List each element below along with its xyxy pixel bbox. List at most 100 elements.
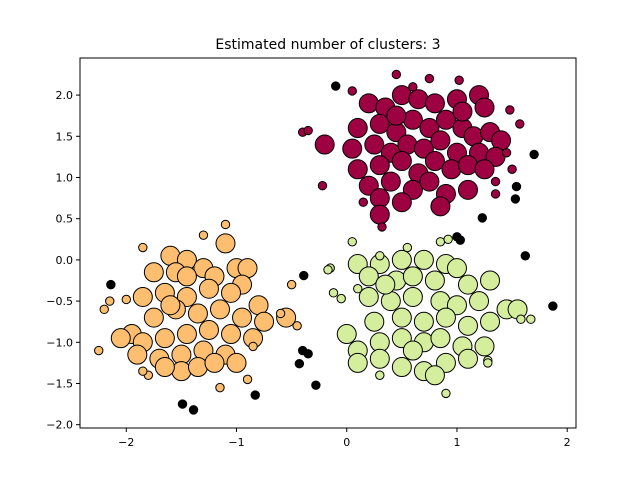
cluster-0-core-point: [430, 196, 451, 217]
cluster-0-core-point: [347, 118, 368, 139]
cluster-1-border-point: [105, 296, 115, 306]
cluster-2-core-point: [402, 266, 423, 287]
cluster-1-border-point: [198, 230, 209, 240]
cluster-2-border-point: [441, 388, 451, 399]
cluster-0-core-point: [386, 105, 407, 126]
cluster-0-border-point: [347, 86, 357, 96]
y-tick-label: −1.5: [46, 378, 73, 391]
cluster-1-core-point: [132, 286, 153, 307]
cluster-1-core-point: [154, 357, 175, 378]
cluster-1-border-point: [99, 304, 109, 315]
cluster-1-core-point: [254, 311, 275, 332]
y-tick-label: 1.0: [56, 171, 74, 184]
cluster-0-border-point: [408, 82, 418, 92]
cluster-0-border-point: [377, 222, 387, 232]
cluster-1-core-point: [110, 328, 131, 349]
cluster-2-core-point: [430, 328, 451, 349]
cluster-1-core-point: [204, 352, 225, 373]
cluster-0-border-point: [391, 69, 402, 80]
y-tick-label: 0.0: [56, 254, 74, 267]
cluster-2-border-point: [526, 314, 536, 324]
cluster-1-core-point: [209, 299, 230, 320]
cluster-0-border-point: [317, 181, 328, 191]
cluster-1-core-point: [143, 262, 164, 283]
cluster-1-border-point: [242, 374, 253, 385]
cluster-2-core-point: [457, 274, 478, 295]
cluster-2-border-point: [435, 237, 446, 247]
cluster-0-border-point: [507, 164, 517, 174]
chart-title: Estimated number of clusters: 3: [215, 37, 440, 53]
noise-point: [177, 399, 188, 409]
cluster-2-border-point: [375, 251, 385, 261]
plot-marks: [94, 69, 558, 415]
cluster-1-border-point: [138, 366, 148, 376]
cluster-1-border-point: [292, 321, 302, 331]
noise-point: [511, 181, 522, 192]
cluster-0-border-point: [358, 197, 368, 207]
x-axis: −2 −1 0 1 2: [118, 428, 571, 449]
cluster-0-core-point: [342, 138, 363, 159]
cluster-0-border-point: [303, 125, 313, 136]
cluster-1-border-point: [220, 219, 231, 230]
cluster-2-core-point: [424, 270, 445, 291]
noise-point: [548, 301, 558, 311]
cluster-0-core-point: [474, 97, 495, 118]
cluster-2-core-point: [369, 348, 390, 369]
cluster-2-core-point: [457, 348, 478, 369]
cluster-0-core-point: [347, 159, 368, 180]
cluster-1-border-point: [248, 341, 258, 352]
x-tick-label: 0: [343, 436, 350, 449]
x-tick-label: −2: [118, 436, 134, 449]
noise-point: [294, 359, 305, 369]
cluster-1-core-point: [187, 303, 208, 324]
cluster-0-core-point: [408, 89, 429, 110]
cluster-2-core-point: [391, 249, 412, 270]
cluster-2-border-point: [328, 288, 339, 298]
noise-point: [510, 194, 521, 204]
cluster-1-core-point: [198, 278, 219, 299]
x-tick-label: 2: [564, 436, 571, 449]
noise-point: [303, 349, 313, 359]
cluster-2-core-point: [457, 315, 478, 336]
cluster-0-core-point: [369, 155, 390, 176]
noise-point: [299, 270, 309, 281]
cluster-0-core-point: [452, 101, 473, 122]
cluster-0-border-point: [490, 176, 501, 187]
cluster-1-border-point: [121, 294, 131, 305]
cluster-0-core-point: [369, 113, 390, 134]
cluster-2-border-point: [516, 314, 526, 324]
cluster-2-core-point: [347, 352, 368, 373]
y-tick-label: 1.5: [56, 130, 74, 143]
cluster-1-core-point: [226, 352, 247, 373]
cluster-2-border-point: [353, 284, 363, 294]
y-tick-label: −2.0: [46, 419, 73, 432]
noise-point: [250, 390, 260, 400]
cluster-1-core-point: [221, 282, 242, 303]
cluster-0-border-point: [505, 105, 515, 115]
cluster-2-core-point: [413, 311, 434, 332]
cluster-1-core-point: [171, 361, 192, 382]
noise-point: [311, 380, 321, 390]
cluster-2-border-point: [323, 265, 333, 275]
cluster-0-core-point: [314, 134, 335, 155]
noise-point: [477, 213, 488, 223]
cluster-1-core-point: [127, 344, 148, 365]
cluster-0-core-point: [424, 93, 445, 114]
cluster-1-core-point: [215, 233, 236, 254]
cluster-1-core-point: [187, 357, 208, 378]
cluster-0-core-point: [358, 93, 379, 114]
cluster-0-core-point: [364, 134, 385, 155]
cluster-2-core-point: [391, 307, 412, 328]
noise-point: [520, 251, 530, 261]
cluster-0-core-point: [380, 171, 401, 192]
cluster-2-core-point: [413, 249, 434, 270]
cluster-0-core-point: [391, 192, 412, 213]
x-tick-label: 1: [453, 436, 460, 449]
noise-point: [188, 405, 199, 415]
cluster-1-border-point: [275, 308, 286, 319]
cluster-2-core-point: [474, 336, 495, 357]
cluster-0-core-point: [474, 159, 495, 180]
cluster-2-core-point: [480, 311, 501, 332]
cluster-2-core-point: [364, 311, 385, 332]
